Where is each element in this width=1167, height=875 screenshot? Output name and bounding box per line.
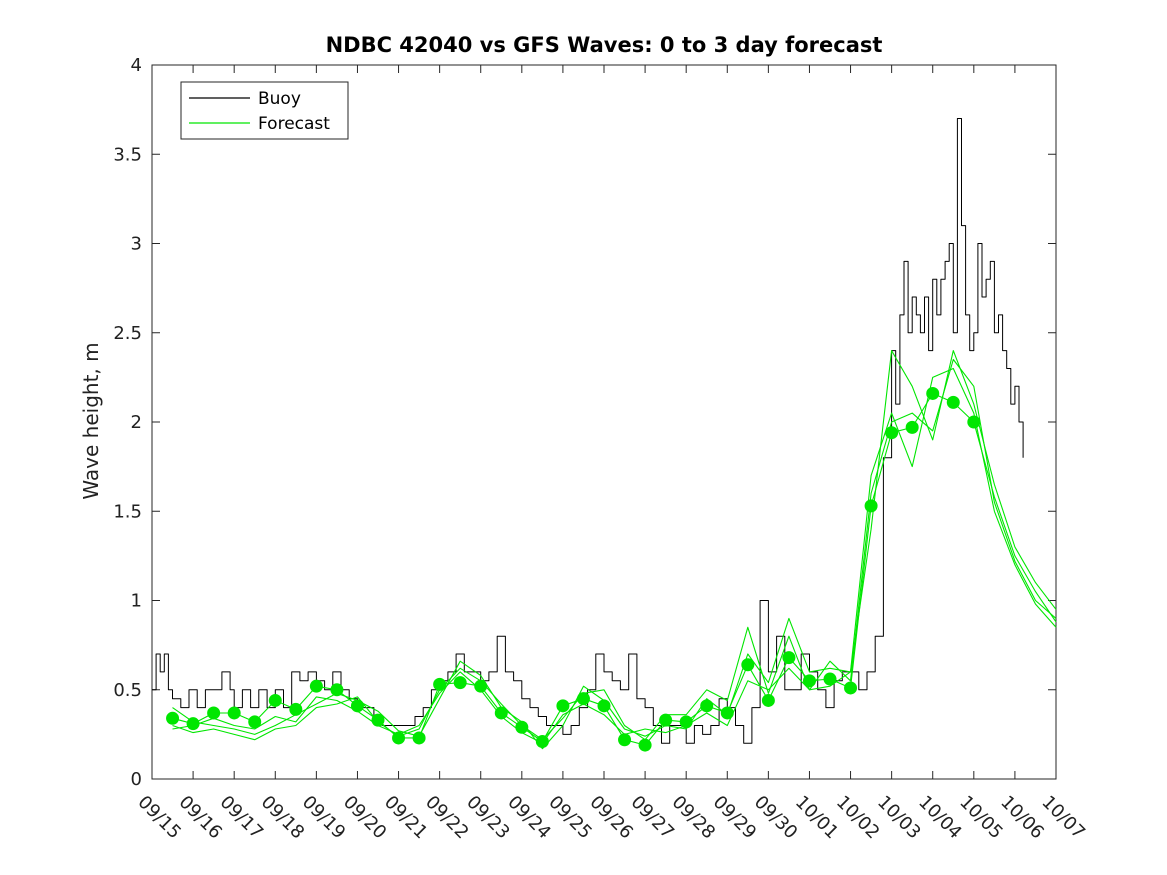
forecast-marker bbox=[741, 658, 755, 672]
forecast-marker bbox=[679, 715, 693, 729]
forecast-marker bbox=[412, 731, 426, 745]
forecast-marker bbox=[823, 672, 837, 686]
forecast-marker bbox=[700, 699, 714, 713]
x-tick-label: 09/17 bbox=[216, 792, 268, 844]
forecast-marker bbox=[535, 735, 549, 749]
y-tick-label: 4 bbox=[131, 55, 142, 76]
forecast-marker bbox=[166, 711, 180, 725]
y-axis-label: Wave height, m bbox=[79, 342, 103, 499]
x-tick-label: 09/23 bbox=[462, 792, 514, 844]
forecast-marker bbox=[638, 738, 652, 752]
x-tick-label: 10/02 bbox=[832, 792, 884, 844]
forecast-marker bbox=[576, 692, 590, 706]
forecast-marker bbox=[844, 681, 858, 695]
y-tick-label: 1.5 bbox=[113, 501, 142, 522]
forecast-marker bbox=[946, 395, 960, 409]
forecast-marker bbox=[433, 677, 447, 691]
legend-label-buoy: Buoy bbox=[258, 89, 301, 109]
forecast-marker bbox=[494, 706, 508, 720]
forecast-marker bbox=[350, 699, 364, 713]
forecast-marker bbox=[453, 676, 467, 690]
forecast-marker bbox=[330, 683, 344, 697]
forecast-marker bbox=[474, 679, 488, 693]
forecast-marker bbox=[802, 674, 816, 688]
forecast-marker bbox=[248, 715, 262, 729]
forecast-marker bbox=[309, 679, 323, 693]
forecast-marker bbox=[905, 420, 919, 434]
x-tick-label: 09/25 bbox=[544, 792, 596, 844]
x-tick-label: 09/29 bbox=[709, 792, 761, 844]
x-tick-label: 10/05 bbox=[955, 792, 1007, 844]
y-tick-label: 2.5 bbox=[113, 323, 142, 344]
forecast-markers bbox=[166, 386, 981, 752]
legend: Buoy Forecast bbox=[180, 81, 349, 140]
forecast-marker bbox=[720, 706, 734, 720]
forecast-marker bbox=[289, 702, 303, 716]
y-axis: 0 0.5 1 1.5 2 2.5 3 3.5 4 bbox=[113, 55, 1056, 790]
y-tick-label: 0 bbox=[131, 769, 142, 790]
forecast-marker bbox=[268, 693, 282, 707]
y-tick-label: 1 bbox=[131, 591, 142, 612]
x-tick-label: 10/06 bbox=[996, 792, 1048, 844]
forecast-marker bbox=[597, 699, 611, 713]
x-tick-label: 09/18 bbox=[257, 792, 309, 844]
series-line-buoy bbox=[152, 118, 1024, 744]
forecast-marker bbox=[515, 720, 529, 734]
chart-title: NDBC 42040 vs GFS Waves: 0 to 3 day fore… bbox=[326, 33, 883, 57]
x-tick-label: 09/15 bbox=[133, 792, 185, 844]
forecast-marker bbox=[659, 713, 673, 727]
forecast-marker bbox=[392, 731, 406, 745]
x-tick-label: 09/24 bbox=[503, 792, 555, 844]
y-tick-label: 3 bbox=[131, 234, 142, 255]
forecast-marker bbox=[864, 499, 878, 513]
forecast-marker bbox=[885, 426, 899, 440]
forecast-marker bbox=[926, 386, 940, 400]
forecast-marker bbox=[227, 706, 241, 720]
y-tick-label: 0.5 bbox=[113, 680, 142, 701]
forecast-marker bbox=[618, 733, 632, 747]
x-tick-label: 09/19 bbox=[298, 792, 350, 844]
forecast-marker bbox=[967, 415, 981, 429]
legend-label-forecast: Forecast bbox=[258, 114, 330, 134]
x-tick-label: 09/27 bbox=[627, 792, 679, 844]
series-line-forecast bbox=[172, 350, 1057, 750]
forecast-marker bbox=[761, 693, 775, 707]
forecast-marker bbox=[186, 717, 200, 731]
x-tick-label: 09/22 bbox=[421, 792, 473, 844]
x-tick-label: 10/07 bbox=[1037, 792, 1089, 844]
x-tick-label: 10/01 bbox=[791, 792, 843, 844]
series-line-forecast bbox=[172, 358, 1057, 741]
x-tick-label: 09/16 bbox=[175, 792, 227, 844]
x-tick-label: 09/20 bbox=[339, 792, 391, 844]
x-tick-label: 09/28 bbox=[668, 792, 720, 844]
forecast-marker bbox=[556, 699, 570, 713]
x-tick-label: 09/26 bbox=[585, 792, 637, 844]
x-tick-label: 10/03 bbox=[873, 792, 925, 844]
y-tick-label: 2 bbox=[131, 412, 142, 433]
forecast-marker bbox=[207, 706, 221, 720]
series-line-forecast bbox=[172, 367, 1057, 744]
y-tick-label: 3.5 bbox=[113, 144, 142, 165]
x-tick-label: 10/04 bbox=[914, 792, 966, 844]
forecast-marker bbox=[782, 651, 796, 665]
x-tick-label: 09/21 bbox=[380, 792, 432, 844]
legend-box bbox=[180, 81, 349, 140]
x-tick-label: 09/30 bbox=[750, 792, 802, 844]
forecast-marker bbox=[371, 713, 385, 727]
